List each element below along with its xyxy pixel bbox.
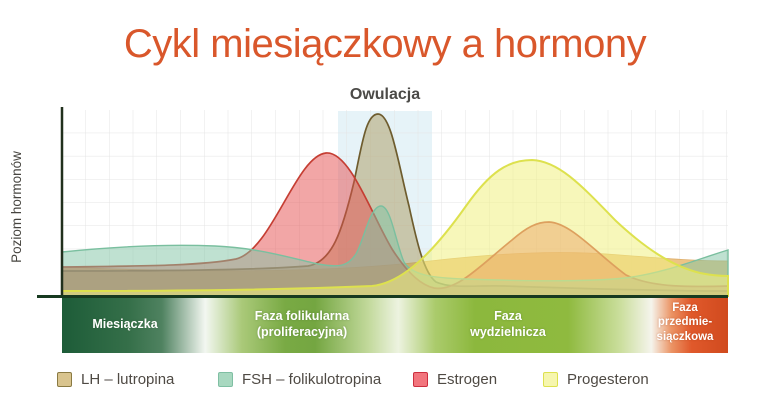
legend-item-lh: LH – lutropina xyxy=(57,370,174,388)
page-title: Cykl miesiączkowy a hormony xyxy=(123,22,647,66)
ovulation-annotation: Owulacja xyxy=(349,86,421,103)
progesteron-swatch-icon xyxy=(543,371,558,387)
phase-wydzielnicza: Faza wydzielnicza xyxy=(470,309,546,339)
phase-miesiaczka: Miesiączka xyxy=(92,317,158,331)
progesteron-curve xyxy=(61,158,729,297)
legend-item-progesteron: Progesteron xyxy=(543,370,649,388)
fsh-swatch-icon xyxy=(218,371,233,387)
legend-item-estrogen: Estrogen xyxy=(413,370,497,388)
legend-label-fsh: FSH – folikulotropina xyxy=(242,370,382,388)
legend-label-estrogen: Estrogen xyxy=(437,370,498,388)
legend-label-lh: LH – lutropina xyxy=(81,370,175,388)
phase-przedmiesiaczkowa: Faza przedmie- siączkowa xyxy=(656,302,714,343)
legend-label-progesteron: Progesteron xyxy=(567,370,649,388)
legend-item-fsh: FSH – folikulotropina xyxy=(218,370,381,388)
estrogen-swatch-icon xyxy=(413,371,428,387)
phase-folikularna: Faza folikularna (proliferacyjna) xyxy=(254,309,350,339)
phase-bar: Miesiączka Faza folikularna (proliferacy… xyxy=(62,298,728,353)
lh-swatch-icon xyxy=(57,371,72,387)
